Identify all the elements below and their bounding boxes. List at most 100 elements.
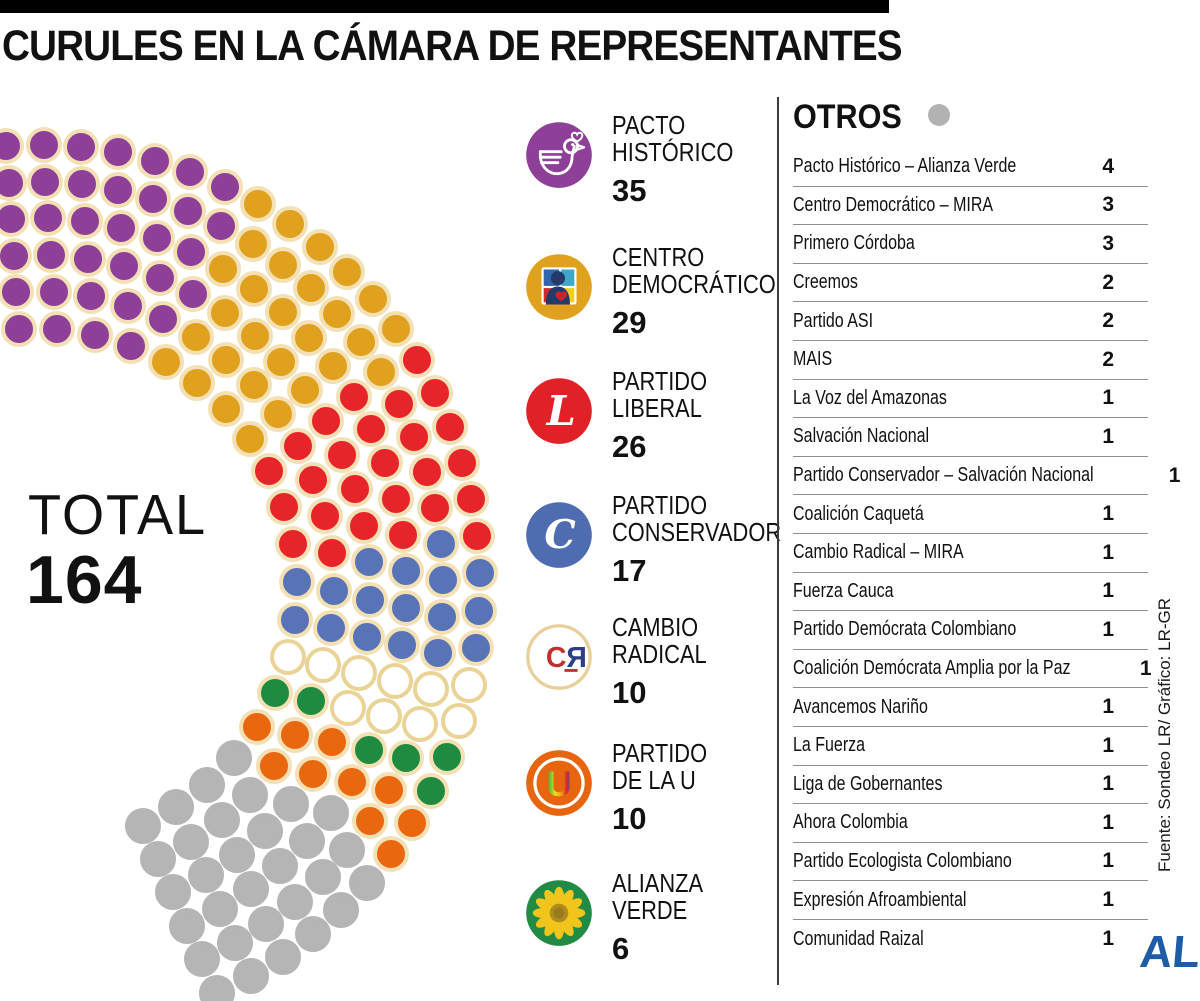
seat-dot [187, 857, 224, 894]
otros-row: Fuerza Cauca 1 [793, 573, 1148, 612]
seat-dot [388, 739, 425, 776]
otros-row: Partido ASI 2 [793, 302, 1148, 341]
source-credit: Fuente: Sondeo LR/ Gráfico: LR-GR [1155, 597, 1174, 872]
seat-dot [203, 801, 240, 838]
seat-dot [314, 724, 351, 761]
otros-heading: OTROS [793, 98, 950, 137]
otros-party-name: MAIS [793, 348, 833, 371]
legend-party-name: PACTO HISTÓRICO [612, 110, 734, 167]
seat-dot [248, 905, 285, 942]
svg-text:U: U [546, 765, 571, 804]
seat-dot [346, 507, 383, 544]
legend-item-cambio-radical: CЯ CAMBIO RADICAL 10 [524, 614, 779, 711]
otros-party-name: Creemos [793, 271, 858, 294]
seat-dot [295, 916, 332, 953]
otros-seat-count: 1 [1102, 849, 1114, 873]
seat-dot [381, 386, 418, 423]
seat-dot [66, 203, 103, 240]
partido-liberal-logo: L [524, 376, 594, 446]
seat-dot [63, 166, 100, 203]
alianza-verde-logo [524, 878, 594, 948]
seat-dot [147, 344, 184, 381]
seat-dot [217, 924, 254, 961]
seat-dot [422, 525, 459, 562]
otros-seat-count: 3 [1102, 231, 1114, 255]
seat-dot [373, 836, 410, 873]
seat-dot [199, 974, 236, 1001]
otros-seat-count: 2 [1102, 270, 1114, 294]
seat-dot [451, 667, 488, 704]
otros-party-name: Coalición Demócrata Amplia por la Paz [793, 657, 1071, 680]
otros-seat-count: 1 [1102, 733, 1114, 757]
seat-dot [103, 209, 140, 246]
seat-dot [69, 240, 106, 277]
seat-dot [247, 812, 284, 849]
otros-row: Liga de Gobernantes 1 [793, 766, 1148, 805]
seat-dot [175, 275, 212, 312]
legend-item-partido-conservador: C PARTIDO CONSERVADOR 17 [524, 492, 781, 589]
otros-seat-count: 2 [1102, 309, 1114, 333]
seat-dot [458, 518, 495, 555]
seat-dot [265, 488, 302, 525]
seat-dot [417, 489, 454, 526]
seat-dot [315, 572, 352, 609]
seat-dot [457, 630, 494, 667]
seat-dot [144, 301, 181, 338]
seat-dot [287, 372, 324, 409]
otros-seat-count: 1 [1102, 540, 1114, 564]
legend-text: CAMBIO RADICAL 10 [612, 614, 725, 711]
legend-text: PARTIDO CONSERVADOR 17 [612, 492, 813, 589]
seat-dot [378, 310, 415, 347]
legend-text: CENTRO DEMOCRÁTICO 29 [612, 244, 807, 341]
otros-row: Creemos 2 [793, 264, 1148, 303]
otros-row: Pacto Histórico – Alianza Verde 4 [793, 148, 1148, 187]
seat-dot [352, 411, 389, 448]
otros-seat-count: 2 [1102, 347, 1114, 371]
otros-seat-count: 1 [1102, 502, 1114, 526]
seat-dot [169, 907, 206, 944]
svg-text:L: L [546, 386, 576, 435]
otros-party-name: Comunidad Raizal [793, 927, 924, 950]
legend-seat-count: 10 [612, 801, 647, 836]
otros-party-name: La Fuerza [793, 734, 866, 757]
seat-dot [367, 445, 404, 482]
otros-party-name: Centro Democrático – MIRA [793, 193, 994, 216]
otros-party-name: Expresión Afroambiental [793, 888, 967, 911]
seat-dot [301, 228, 338, 265]
seat-dot [184, 941, 221, 978]
otros-seat-count: 1 [1168, 463, 1181, 487]
seat-dot [172, 233, 209, 270]
seat-dot [141, 260, 178, 297]
otros-party-name: Partido ASI [793, 309, 874, 332]
seat-dot [396, 419, 433, 456]
seat-dot [100, 134, 137, 171]
seat-dot [206, 168, 243, 205]
seat-dot [113, 327, 150, 364]
seat-dot [295, 756, 332, 793]
seat-dot [394, 805, 431, 842]
seat-dot [377, 480, 414, 517]
seat-dot [205, 250, 242, 287]
legend-item-centro-democratico: CENTRO DEMOCRÁTICO 29 [524, 244, 779, 341]
seat-dot [452, 481, 489, 518]
seat-dot [293, 682, 330, 719]
otros-seat-count: 1 [1102, 617, 1114, 641]
seat-dot [207, 391, 244, 428]
seat-dot [371, 772, 408, 809]
otros-party-name: Cambio Radical – MIRA [793, 541, 964, 564]
legend-seat-count: 10 [612, 675, 647, 710]
legend-seat-count: 17 [612, 553, 647, 588]
seat-dot [312, 794, 349, 831]
parliament-seat-chart [0, 0, 520, 1001]
seat-dot [251, 453, 288, 490]
seat-dot [277, 601, 314, 638]
seat-dot [351, 581, 388, 618]
otros-party-name: Ahora Colombia [793, 811, 908, 834]
otros-seat-count: 1 [1102, 424, 1114, 448]
legend-item-pacto-historico: PACTO HISTÓRICO 35 [524, 112, 779, 209]
seat-dot [342, 324, 379, 361]
seat-dot [388, 590, 425, 627]
otros-party-name: Partido Conservador – Salvación Nacional [793, 464, 1094, 487]
seat-dot [238, 708, 275, 745]
seat-dot [256, 748, 293, 785]
